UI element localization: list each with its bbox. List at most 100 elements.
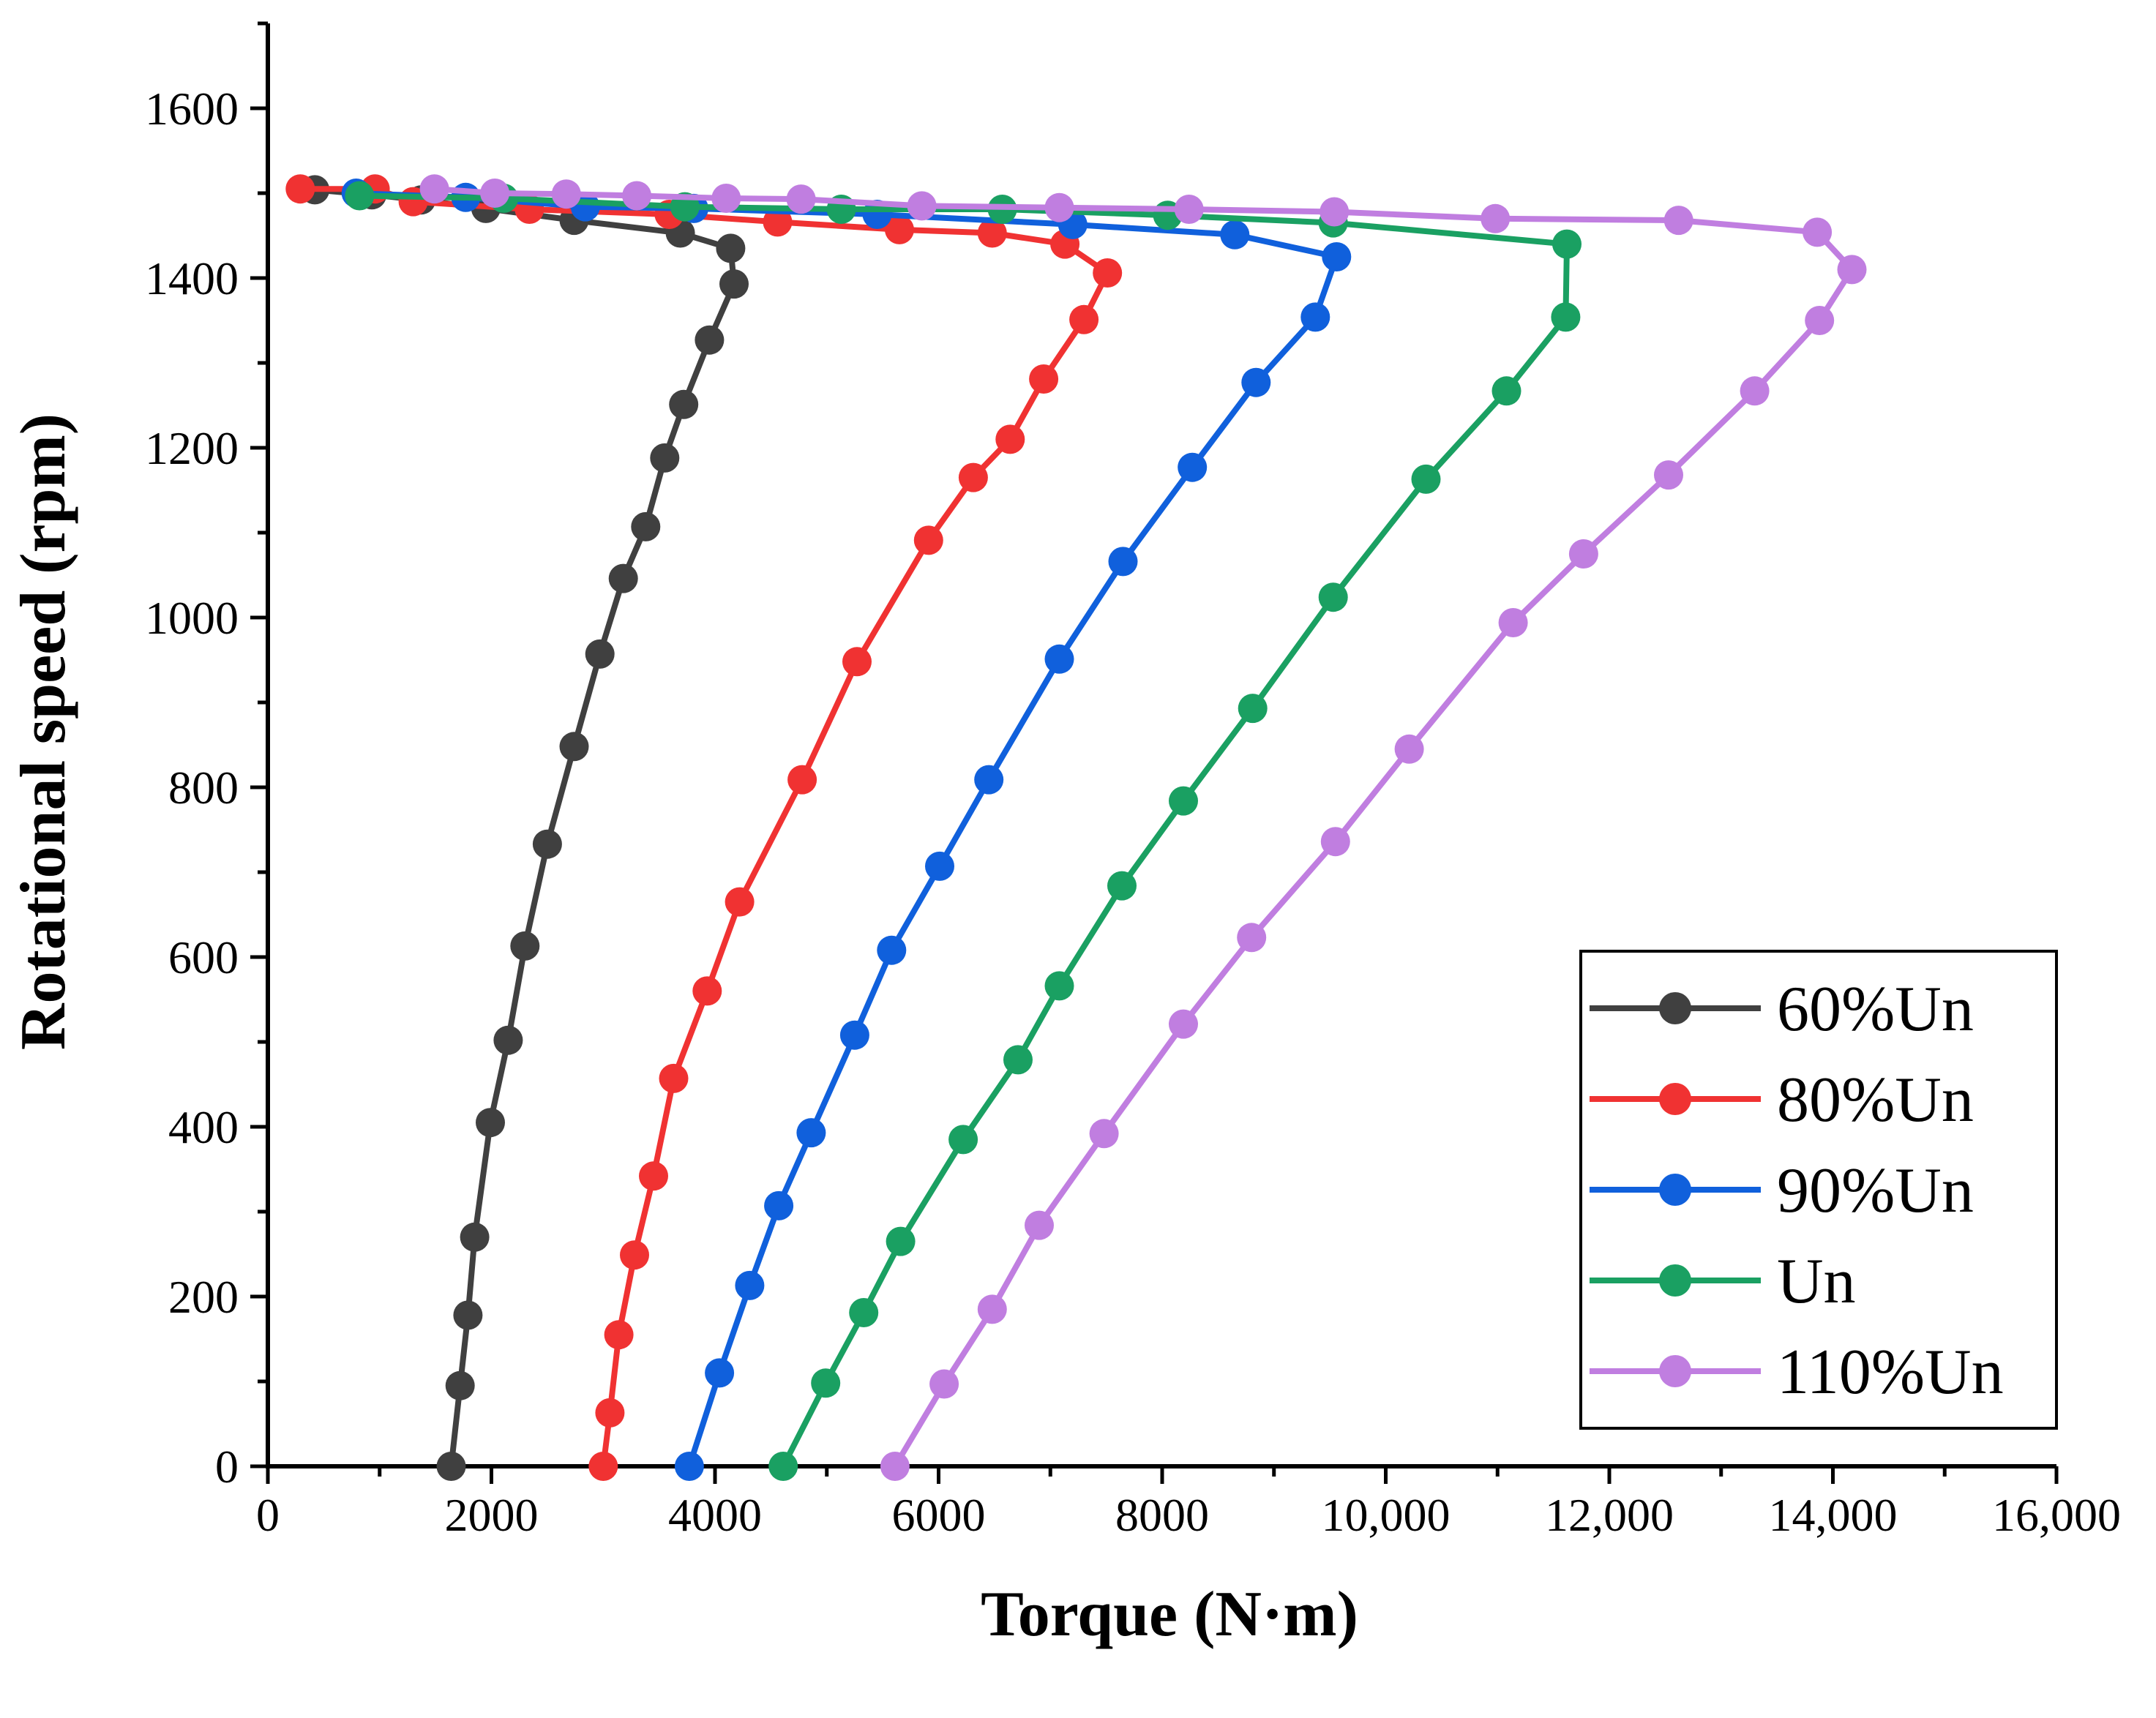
data-point [1044,971,1074,1001]
data-point [445,1370,475,1400]
data-point [1394,734,1424,764]
data-point [1029,364,1059,394]
series-80pct-un [285,174,1123,1481]
legend-box [1579,950,2058,1430]
data-point [551,179,581,209]
series-110pct-un [419,174,1867,1481]
data-point [345,181,375,211]
data-point [787,765,817,795]
series-line-80pct-un [297,186,1111,1469]
legend-item-110pct-un: 110%Un [1590,1337,2004,1408]
data-point [460,1222,490,1252]
data-point [669,389,699,419]
legend-swatch-marker [1659,992,1691,1024]
data-point [929,1369,959,1399]
x-tick-label: 0 [256,1489,280,1541]
x-tick-label: 12,000 [1545,1489,1674,1541]
data-point [719,269,749,299]
data-point [725,887,755,917]
data-point [595,1398,625,1428]
data-point [1044,644,1074,674]
data-point [1411,464,1441,494]
y-tick-label: 200 [168,1271,239,1323]
series-line-90pct-un [353,190,1340,1469]
data-point [659,1063,689,1093]
x-tick-label: 14,000 [1769,1489,1898,1541]
data-point [913,525,943,555]
data-point [532,829,562,859]
legend-item-90pct-un: 90%Un [1590,1155,1974,1226]
data-point [880,1452,910,1481]
x-tick-label: 16,000 [1992,1489,2121,1541]
data-point [1238,694,1268,724]
data-point [1025,1210,1054,1240]
data-point [977,1294,1007,1324]
data-point [1320,827,1350,857]
data-point [1568,539,1598,569]
data-point [559,732,589,762]
data-point [695,325,725,355]
data-point [1174,195,1204,224]
data-point [974,765,1004,795]
data-point [735,1270,765,1300]
data-point [1320,197,1350,227]
data-point [608,563,638,593]
data-point [1169,786,1198,816]
x-axis-title: Torque (N·m) [981,1579,1358,1650]
data-point [716,233,746,263]
data-point [620,1240,649,1270]
y-tick-label: 600 [168,931,239,983]
series-un [345,181,1582,1481]
legend-item-80pct-un: 80%Un [1590,1065,1974,1136]
data-point [1044,192,1074,222]
data-point [849,1298,879,1327]
data-point [1107,871,1137,901]
series-line-60pct-un [312,187,737,1469]
data-point [768,1452,798,1481]
data-point [948,1125,978,1155]
y-tick-label: 1600 [145,83,239,135]
data-point [453,1300,483,1330]
data-point [604,1320,634,1350]
data-point [705,1358,735,1388]
data-point [1169,1009,1198,1039]
data-point [995,424,1025,454]
data-point [885,214,914,244]
legend-label: 80%Un [1777,1065,1974,1136]
data-point [1220,220,1250,250]
data-point [588,1452,618,1481]
data-point [1552,229,1582,259]
data-point [1481,203,1511,233]
data-point [631,511,661,541]
y-tick-label: 1000 [145,592,239,644]
series-90pct-un [341,179,1352,1481]
data-point [764,1190,794,1220]
data-point [650,443,680,473]
axis-titles: Torque (N·m) Rotational speed (rpm) [8,413,1358,1650]
legend-swatch-marker [1659,1355,1691,1387]
data-point [1237,923,1267,953]
data-point [1654,460,1683,490]
data-point [907,191,937,221]
data-point [1837,255,1867,285]
legend-layer: 60%Un 80%Un 90%Un Un 110%Un [1579,950,2058,1430]
legend-swatch-marker [1659,1174,1691,1206]
data-point [786,184,816,214]
data-point [1178,452,1208,482]
data-point [436,1452,466,1481]
x-tick-label: 6000 [892,1489,986,1541]
data-point [1491,376,1521,406]
series-line-un [356,192,1570,1469]
data-point [1551,302,1581,332]
legend-swatch-marker [1659,1083,1691,1115]
data-point [1300,302,1330,332]
x-tick-label: 2000 [445,1489,539,1541]
y-tick-label: 400 [168,1101,239,1153]
data-point [480,179,510,208]
data-point [1003,1045,1033,1075]
y-tick-label: 1400 [145,252,239,304]
data-point [1241,367,1271,397]
legend-label: 60%Un [1777,974,1974,1045]
